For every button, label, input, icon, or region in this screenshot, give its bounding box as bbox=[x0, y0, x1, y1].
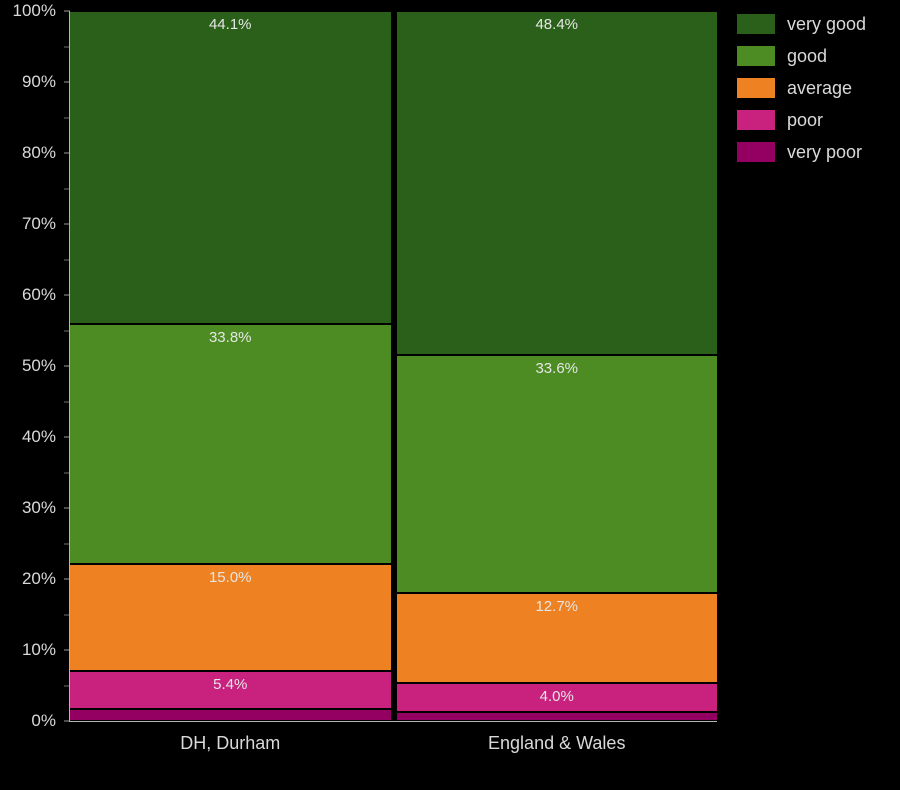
legend-swatch-icon bbox=[737, 78, 775, 98]
y-axis-tick-mark bbox=[64, 720, 70, 722]
y-axis-tick-label: 10% bbox=[21, 640, 56, 659]
y-axis-tick-mark bbox=[64, 294, 70, 296]
legend-swatch-icon bbox=[737, 14, 775, 34]
bar-segment-value-label: 15.0% bbox=[208, 569, 252, 587]
legend-swatch-icon bbox=[737, 110, 775, 130]
bar-segment-value-label: 5.4% bbox=[213, 675, 248, 693]
bar-stack[interactable]: 5.4% 15.0% 33.8% 44.1% bbox=[70, 11, 391, 721]
y-axis-minor-tick-mark bbox=[64, 543, 69, 544]
y-axis-tick-label: 60% bbox=[21, 285, 56, 304]
y-axis-tick-label: 70% bbox=[21, 214, 56, 233]
bar-segment-very-good[interactable]: 44.1% bbox=[70, 11, 391, 325]
bar-segment-good[interactable]: 33.8% bbox=[70, 324, 391, 565]
bar-stack[interactable]: 4.0% 12.7% 33.6% 48.4% bbox=[396, 11, 717, 721]
y-axis-tick-mark bbox=[64, 507, 70, 509]
y-axis-minor-tick-mark bbox=[64, 330, 69, 331]
bar-segment-very-poor[interactable] bbox=[70, 708, 391, 721]
bar-segment-value-label: 48.4% bbox=[535, 16, 579, 34]
bar-segment-value-label: 12.7% bbox=[535, 598, 579, 616]
y-axis-tick-mark bbox=[64, 223, 70, 225]
legend-label: poor bbox=[787, 109, 824, 130]
y-axis-minor-tick-mark bbox=[64, 685, 69, 686]
y-axis-minor-tick-mark bbox=[64, 117, 69, 118]
legend-item-poor[interactable]: poor bbox=[737, 104, 897, 136]
plot-area: 5.4% 15.0% 33.8% 44.1% 4.0% 12.7% 33.6% 48.4% bbox=[70, 11, 717, 721]
y-axis-minor-tick-mark bbox=[64, 259, 69, 260]
bar-segment-average[interactable]: 15.0% bbox=[70, 564, 391, 671]
legend-label: good bbox=[787, 45, 828, 66]
legend-item-average[interactable]: average bbox=[737, 72, 897, 104]
y-axis-tick-label: 80% bbox=[21, 143, 56, 162]
x-axis-category-label: DH, Durham bbox=[180, 733, 281, 753]
y-axis-tick-label: 100% bbox=[12, 1, 56, 20]
bar-segment-very-good[interactable]: 48.4% bbox=[396, 11, 717, 355]
y-axis-minor-tick-mark bbox=[64, 472, 69, 473]
bar-segment-very-poor[interactable] bbox=[396, 711, 717, 721]
legend-label: very poor bbox=[787, 141, 863, 162]
legend-item-very-poor[interactable]: very poor bbox=[737, 136, 897, 168]
y-axis-tick-label: 40% bbox=[21, 427, 56, 446]
y-axis-line bbox=[69, 11, 70, 721]
y-axis-tick-mark bbox=[64, 365, 70, 367]
x-axis-line bbox=[69, 721, 717, 722]
bar-segment-average[interactable]: 12.7% bbox=[396, 593, 717, 684]
x-axis-category-label: England & Wales bbox=[488, 733, 626, 753]
legend-label: average bbox=[787, 77, 853, 98]
y-axis-minor-tick-mark bbox=[64, 614, 69, 615]
y-axis-tick-mark bbox=[64, 10, 70, 12]
bar-segment-poor[interactable]: 4.0% bbox=[396, 683, 717, 712]
y-axis-tick-label: 0% bbox=[31, 711, 56, 730]
legend-swatch-icon bbox=[737, 142, 775, 162]
chart-legend: very good good average poor very poor bbox=[737, 8, 897, 168]
bar-segment-good[interactable]: 33.6% bbox=[396, 354, 717, 594]
y-axis-tick-label: 20% bbox=[21, 569, 56, 588]
y-axis-tick-mark bbox=[64, 81, 70, 83]
y-axis-tick-label: 30% bbox=[21, 498, 56, 517]
y-axis-tick-mark bbox=[64, 436, 70, 438]
bar-segment-value-label: 44.1% bbox=[208, 16, 252, 34]
legend-label: very good bbox=[787, 13, 867, 34]
y-axis-tick-mark bbox=[64, 152, 70, 154]
legend-swatch-icon bbox=[737, 46, 775, 66]
bar-segment-poor[interactable]: 5.4% bbox=[70, 670, 391, 709]
bar-segment-value-label: 33.6% bbox=[535, 359, 579, 377]
legend-item-very-good[interactable]: very good bbox=[737, 8, 897, 40]
y-axis-tick-mark bbox=[64, 649, 70, 651]
y-axis-tick-label: 90% bbox=[21, 72, 56, 91]
y-axis: 0% 10% 20% 30% 40% 50% 60% 70% 80% 90% 100% bbox=[0, 0, 70, 790]
y-axis-minor-tick-mark bbox=[64, 46, 69, 47]
bar-segment-value-label: 33.8% bbox=[208, 329, 252, 347]
y-axis-minor-tick-mark bbox=[64, 188, 69, 189]
bar-segment-value-label: 4.0% bbox=[539, 688, 574, 706]
y-axis-tick-label: 50% bbox=[21, 356, 56, 375]
y-axis-minor-tick-mark bbox=[64, 401, 69, 402]
y-axis-tick-mark bbox=[64, 578, 70, 580]
legend-item-good[interactable]: good bbox=[737, 40, 897, 72]
